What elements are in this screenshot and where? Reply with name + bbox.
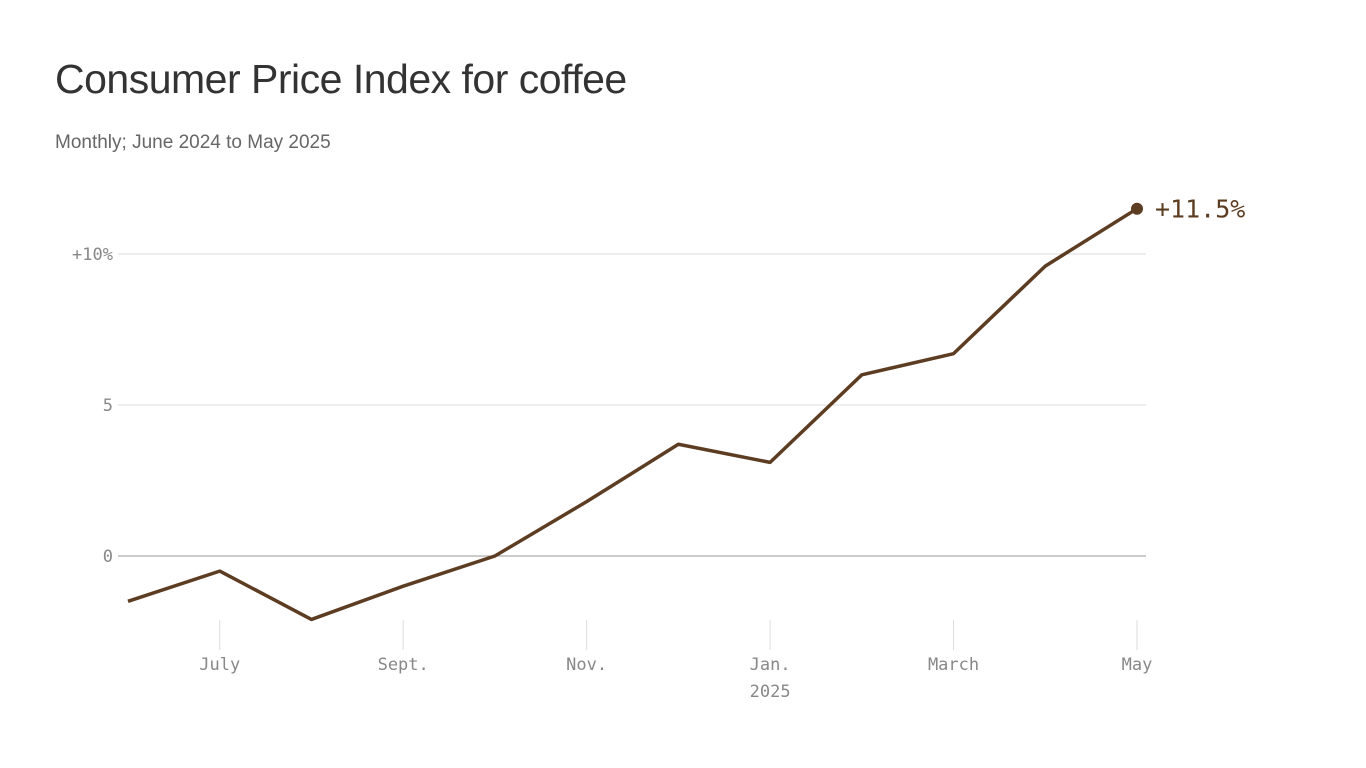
x-tick-label: Sept.	[378, 655, 429, 675]
x-tick-label: May	[1122, 655, 1153, 675]
end-value-label: +11.5%	[1155, 195, 1245, 224]
chart-subtitle: Monthly; June 2024 to May 2025	[55, 132, 331, 153]
x-tick-label: Jan.	[750, 655, 791, 675]
y-tick-label: 0	[103, 547, 113, 567]
x-tick-label: Nov.	[566, 655, 607, 675]
y-tick-label: 5	[103, 396, 113, 416]
x-tick-label: March	[928, 655, 979, 675]
y-tick-label: +10%	[72, 245, 113, 265]
x-tick-year-label: 2025	[750, 682, 791, 702]
end-point-marker	[1131, 202, 1143, 215]
x-tick-label: July	[199, 655, 240, 675]
series-line	[127, 207, 1138, 622]
chart-title: Consumer Price Index for coffee	[55, 56, 627, 102]
